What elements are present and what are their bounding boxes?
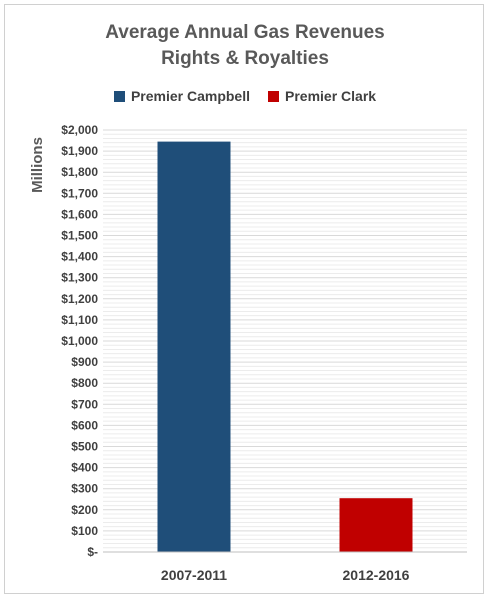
y-axis-ticks: $- $100 $200 $300 $400 $500 $600 $700 $800 $900 $1… bbox=[61, 123, 98, 559]
y-tick-label: $600 bbox=[71, 418, 98, 432]
y-tick-label: $1,100 bbox=[61, 313, 98, 327]
y-tick-label: $100 bbox=[71, 524, 98, 538]
y-tick-label: $800 bbox=[71, 376, 98, 390]
chart-title: Average Annual Gas Revenues bbox=[105, 22, 385, 43]
y-tick-label: $1,800 bbox=[61, 165, 98, 179]
y-tick-label: $2,000 bbox=[61, 123, 98, 137]
y-tick-label: $1,900 bbox=[61, 144, 98, 158]
y-tick-label: $300 bbox=[71, 482, 98, 496]
x-category-label: 2012-2016 bbox=[343, 567, 410, 583]
legend-swatch-campbell bbox=[113, 90, 125, 102]
y-tick-label: $1,600 bbox=[61, 207, 98, 221]
bars bbox=[157, 141, 413, 553]
y-tick-label: $700 bbox=[71, 397, 98, 411]
y-tick-label: $1,000 bbox=[61, 334, 98, 348]
y-tick-label: $200 bbox=[71, 503, 98, 517]
legend-item-campbell: Premier Campbell bbox=[113, 88, 250, 104]
chart-legend: Premier Campbell Premier Clark bbox=[0, 88, 490, 104]
y-tick-label: $1,200 bbox=[61, 292, 98, 306]
legend-swatch-clark bbox=[268, 90, 279, 102]
legend-item-clark: Premier Clark bbox=[268, 88, 376, 104]
y-tick-label: $1,400 bbox=[61, 250, 98, 264]
x-category-label: 2007-2011 bbox=[161, 567, 227, 583]
y-tick-label: $1,300 bbox=[61, 271, 98, 285]
y-tick-label: $500 bbox=[71, 440, 98, 454]
chart-subtitle: Rights & Royalties bbox=[161, 48, 329, 69]
x-axis-labels: 2007-2011 2012-2016 bbox=[161, 567, 410, 583]
y-tick-label: $- bbox=[87, 545, 98, 559]
y-axis-title: Millions bbox=[29, 137, 46, 193]
legend-label-clark: Premier Clark bbox=[285, 88, 377, 104]
bar-2007-2011 bbox=[157, 141, 231, 553]
legend-label-campbell: Premier Campbell bbox=[130, 88, 250, 104]
y-tick-label: $1,700 bbox=[61, 186, 98, 200]
bar-2012-2016 bbox=[339, 498, 413, 552]
y-tick-label: $1,500 bbox=[61, 229, 98, 243]
y-tick-label: $900 bbox=[71, 355, 98, 369]
y-tick-label: $400 bbox=[71, 461, 98, 475]
